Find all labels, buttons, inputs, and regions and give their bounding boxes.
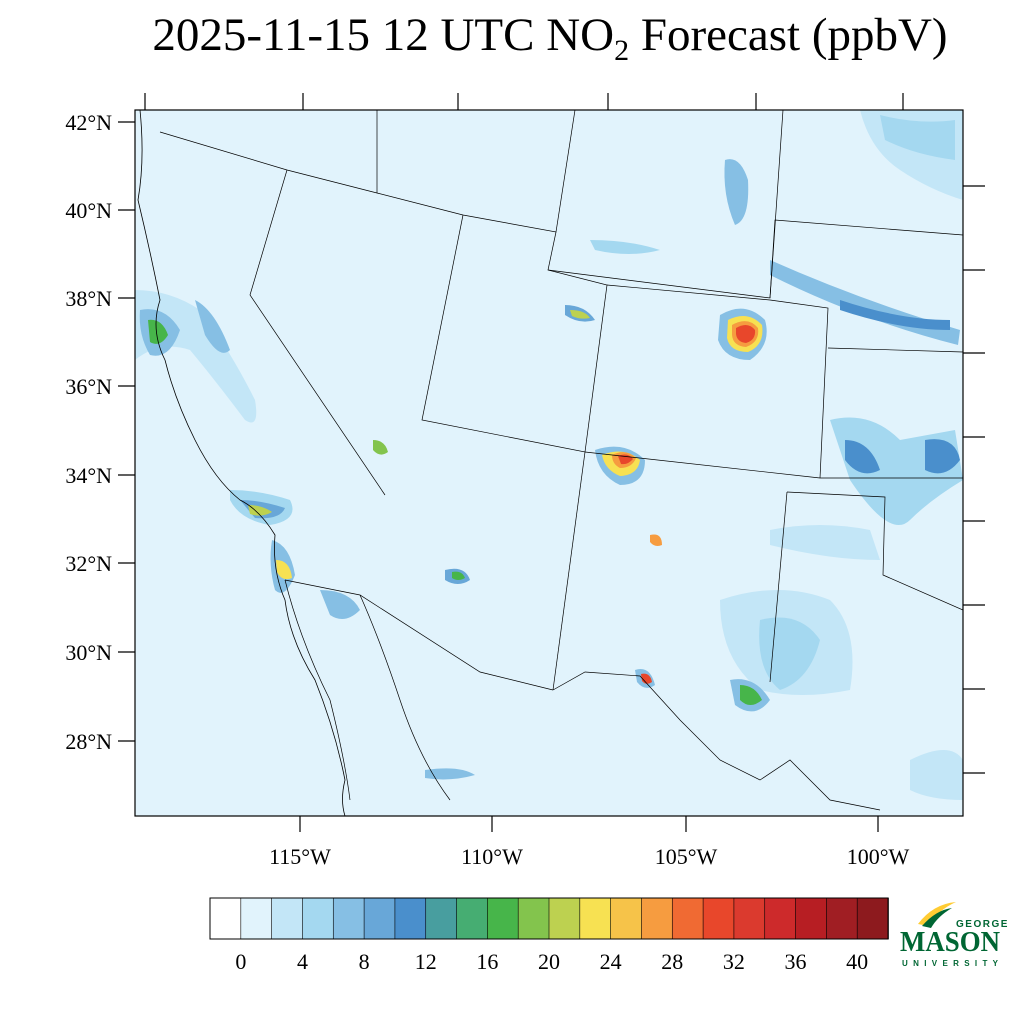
colorbar-swatch — [394, 897, 427, 940]
colorbar-swatch — [425, 897, 458, 940]
bottom-ticks — [299, 816, 879, 832]
title-rest: Forecast (ppbV) — [629, 9, 948, 61]
george-mason-logo: GEORGE MASON UNIVERSITY — [900, 902, 1008, 968]
lon-label: 100°W — [847, 844, 910, 869]
lat-label: 36°N — [65, 374, 112, 399]
colorbar-tick-label: 28 — [661, 949, 683, 974]
colorbar-swatch — [733, 897, 766, 940]
lon-label: 105°W — [655, 844, 718, 869]
logo-text-mason: MASON — [900, 926, 1000, 958]
colorbar-swatch — [332, 897, 365, 940]
top-ticks — [144, 93, 904, 110]
colorbar-tick-label: 32 — [723, 949, 745, 974]
colorbar-swatch — [209, 897, 242, 940]
colorbar-tick-label: 24 — [600, 949, 622, 974]
colorbar-swatch — [579, 897, 612, 940]
colorbar-swatch — [363, 897, 396, 940]
concentration-field — [135, 110, 963, 800]
map-frame — [134, 109, 964, 817]
political-borders — [159, 110, 963, 811]
colorbar-swatch — [610, 897, 643, 940]
colorbar-tick-label: 36 — [785, 949, 807, 974]
colorbar-swatch — [517, 897, 550, 940]
colorbar-swatch — [548, 897, 581, 940]
logo-text-george: GEORGE — [956, 919, 1008, 930]
colorbar-tick-label: 40 — [846, 949, 868, 974]
colorbar-labels: 0 4 8 12 16 20 24 28 32 36 40 — [235, 949, 868, 974]
colorbar-swatch — [826, 897, 858, 940]
colorbar-tick-label: 12 — [415, 949, 437, 974]
colorbar-swatch — [456, 897, 489, 940]
colorbar-tick-label: 4 — [297, 949, 308, 974]
colorbar-swatch — [641, 897, 674, 940]
colorbar-swatch — [240, 897, 273, 940]
colorbar-tick-label: 0 — [235, 949, 246, 974]
colorbar-swatch — [487, 897, 519, 940]
lat-label: 42°N — [65, 110, 112, 135]
lat-label: 34°N — [65, 463, 112, 488]
title-main: 2025-11-15 12 UTC NO — [152, 9, 615, 61]
colorbar-frame — [209, 897, 889, 940]
map-background — [135, 110, 963, 816]
map-title: 2025-11-15 12 UTC NO2 Forecast (ppbV) — [0, 8, 1024, 66]
lat-label: 28°N — [65, 729, 112, 754]
colorbar-swatch — [795, 897, 828, 940]
colorbar-tick-label: 20 — [538, 949, 560, 974]
logo-swoosh-green — [922, 908, 952, 928]
coastline — [137, 110, 346, 816]
colorbar — [209, 897, 889, 940]
lon-label: 110°W — [461, 844, 523, 869]
colorbar-swatch — [271, 897, 304, 940]
left-ticks — [118, 121, 135, 742]
lon-label: 115°W — [269, 844, 331, 869]
colorbar-swatch — [702, 897, 735, 940]
colorbar-swatch — [302, 897, 335, 940]
lat-label: 32°N — [65, 551, 112, 576]
logo-text-university: UNIVERSITY — [902, 959, 999, 968]
lat-label: 40°N — [65, 198, 112, 223]
colorbar-tick-label: 8 — [359, 949, 370, 974]
lat-label: 30°N — [65, 640, 112, 665]
colorbar-tick-label: 16 — [476, 949, 498, 974]
right-ticks — [963, 185, 985, 774]
lat-label: 38°N — [65, 286, 112, 311]
colorbar-swatch — [856, 897, 889, 940]
colorbar-swatch — [764, 897, 797, 940]
colorbar-swatch — [671, 897, 704, 940]
title-subscript: 2 — [614, 34, 630, 67]
